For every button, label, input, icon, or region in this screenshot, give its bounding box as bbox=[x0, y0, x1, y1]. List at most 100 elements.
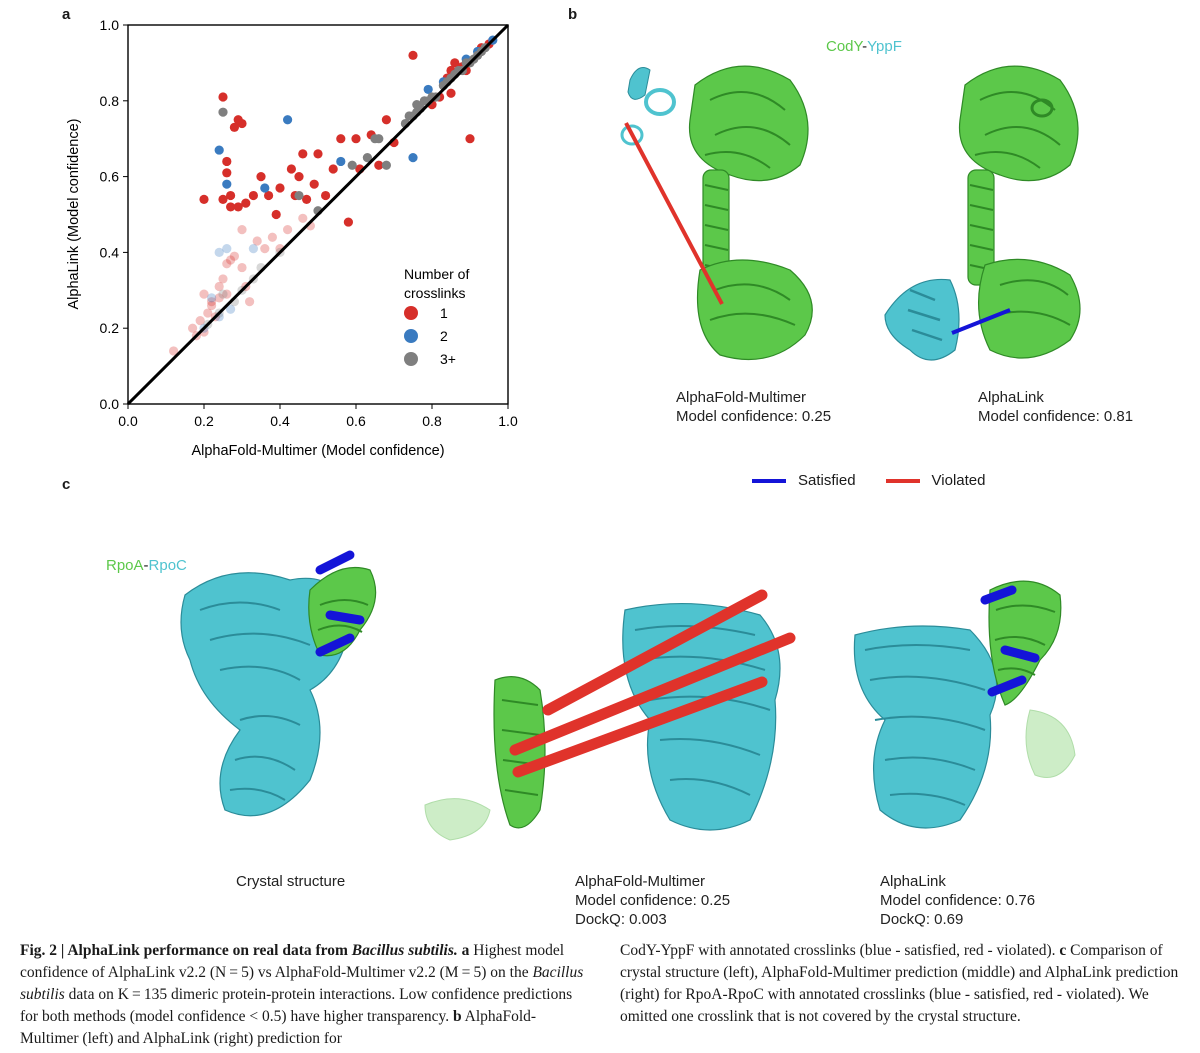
data-point-1 bbox=[408, 50, 418, 60]
data-point-1 bbox=[229, 251, 239, 261]
y-tick-label: 0.6 bbox=[100, 169, 120, 185]
data-point-3plus bbox=[381, 160, 391, 170]
data-point-1 bbox=[207, 297, 217, 307]
data-point-1 bbox=[218, 194, 228, 204]
panel-label-a: a bbox=[62, 6, 71, 23]
data-point-1 bbox=[294, 172, 304, 182]
data-point-1 bbox=[218, 274, 228, 284]
satisfied-legend-swatch bbox=[752, 478, 786, 483]
data-point-1 bbox=[446, 88, 456, 98]
y-tick-label: 1.0 bbox=[100, 17, 120, 33]
data-point-1 bbox=[241, 198, 251, 208]
complex-dash-b: - bbox=[862, 38, 868, 55]
plot-frame bbox=[127, 24, 509, 405]
alphalink-dockq-c: DockQ: 0.69 bbox=[880, 911, 964, 928]
data-point-1 bbox=[374, 160, 384, 170]
y-tick-label: 0.0 bbox=[100, 396, 120, 412]
crosslink-legend: Satisfied Violated bbox=[752, 472, 985, 489]
data-point-2 bbox=[222, 179, 232, 189]
data-point-1 bbox=[321, 190, 331, 201]
alphalink-confidence-c: Model confidence: 0.76 bbox=[880, 892, 1036, 909]
data-point-1 bbox=[465, 134, 475, 144]
scatter-chart: 0.0 0.2 0.4 0.6 0.8 1.0 0.0 0.2 0.4 0.6 0.8 1.0 Al… bbox=[66, 17, 518, 459]
y-tick-label: 0.8 bbox=[100, 93, 120, 109]
data-point-1 bbox=[226, 255, 236, 265]
caption-b-text: AlphaFold-Multimer (left) and AlphaLink … bbox=[20, 1008, 537, 1047]
data-point-1 bbox=[450, 58, 460, 68]
caption-letter-a: a bbox=[461, 942, 470, 959]
x-tick-label: 0.2 bbox=[194, 413, 214, 429]
data-point-3plus bbox=[218, 289, 228, 299]
data-point-1 bbox=[252, 236, 262, 246]
rpoc-label: RpoC bbox=[148, 557, 187, 574]
caption-a-text-2: data on K = 135 dimeric protein-protein … bbox=[20, 986, 573, 1025]
data-point-1 bbox=[286, 164, 296, 174]
af-multimer-confidence-c: Model confidence: 0.25 bbox=[575, 892, 731, 909]
data-point-3plus bbox=[347, 160, 357, 170]
data-point-1 bbox=[260, 244, 270, 254]
alphalink-caption-c: AlphaLink Model confidence: 0.76 DockQ: … bbox=[880, 872, 1035, 929]
data-point-3plus bbox=[218, 107, 228, 117]
data-point-1 bbox=[302, 194, 312, 204]
caption-letter-b: b bbox=[452, 1008, 462, 1025]
chart-legend: Number of crosslinks 1 2 3+ bbox=[404, 266, 469, 367]
data-point-1 bbox=[188, 323, 198, 333]
data-point-2 bbox=[283, 115, 293, 125]
af-multimer-method-b: AlphaFold-Multimer bbox=[676, 389, 807, 406]
data-point-3plus bbox=[294, 190, 304, 201]
cody-label: CodY bbox=[826, 38, 863, 55]
af-multimer-caption-c: AlphaFold-Multimer Model confidence: 0.2… bbox=[575, 872, 730, 929]
x-tick-label: 1.0 bbox=[498, 413, 518, 429]
caption-column-2: CodY-YppF with annotated crosslinks (blu… bbox=[620, 940, 1185, 1050]
data-point-1 bbox=[313, 149, 323, 159]
data-point-1 bbox=[237, 262, 247, 273]
data-point-1 bbox=[298, 213, 308, 223]
data-point-1 bbox=[336, 134, 346, 144]
violated-legend-label: Violated bbox=[931, 472, 986, 489]
rpoa-label: RpoA bbox=[106, 557, 144, 574]
data-point-1 bbox=[226, 202, 236, 212]
data-point-1 bbox=[264, 190, 274, 201]
satisfied-legend-label: Satisfied bbox=[798, 472, 856, 489]
legend-title-line1: Number of bbox=[404, 266, 469, 282]
caption-a-species: Bacillus subtilis bbox=[20, 964, 584, 1003]
data-point-1 bbox=[229, 122, 239, 132]
violated-crosslink-b bbox=[624, 122, 724, 305]
crystal-caption-c: Crystal structure bbox=[236, 872, 345, 891]
alphafold-multimer-structure-b bbox=[620, 65, 813, 361]
legend-marker-1 bbox=[404, 306, 418, 320]
data-point-1 bbox=[245, 297, 255, 307]
legend-label-3plus: 3+ bbox=[440, 351, 456, 367]
x-tick-label: 0.6 bbox=[346, 413, 366, 429]
violated-crosslink-c-3 bbox=[512, 676, 768, 778]
data-point-1 bbox=[199, 194, 209, 204]
data-point-1 bbox=[309, 179, 319, 189]
diagonal-line bbox=[126, 23, 510, 406]
caption-fig-label: Fig. 2 | AlphaLink performance on real d… bbox=[20, 942, 352, 959]
data-point-2 bbox=[207, 293, 217, 303]
protein-structures-b bbox=[620, 65, 1081, 361]
legend-marker-2 bbox=[404, 329, 418, 343]
legend-marker-3plus bbox=[404, 352, 418, 366]
data-point-3plus bbox=[374, 134, 384, 144]
data-point-1 bbox=[237, 225, 247, 235]
caption-letter-c: c bbox=[1059, 942, 1067, 959]
x-tick-label: 0.0 bbox=[118, 413, 138, 429]
panel-label-c: c bbox=[62, 476, 71, 493]
data-point-2 bbox=[226, 304, 236, 314]
crystal-structure-c bbox=[180, 550, 377, 817]
y-axis-label: AlphaLink (Model confidence) bbox=[66, 118, 82, 309]
violated-crosslink-c-1 bbox=[542, 589, 768, 716]
data-point-1 bbox=[226, 190, 236, 201]
data-point-1 bbox=[271, 209, 281, 220]
alphalink-title-c: AlphaLink bbox=[880, 873, 946, 890]
alphalink-caption-b: AlphaLink Model confidence: 0.81 bbox=[978, 388, 1133, 426]
data-point-1 bbox=[343, 217, 353, 227]
data-point-1 bbox=[218, 92, 228, 102]
data-point-1 bbox=[222, 156, 232, 167]
panel-label-b: b bbox=[568, 6, 578, 23]
alphafold-multimer-structure-c bbox=[424, 589, 796, 841]
data-point-2 bbox=[214, 247, 224, 257]
plot-area bbox=[126, 23, 510, 406]
data-point-1 bbox=[328, 164, 338, 174]
